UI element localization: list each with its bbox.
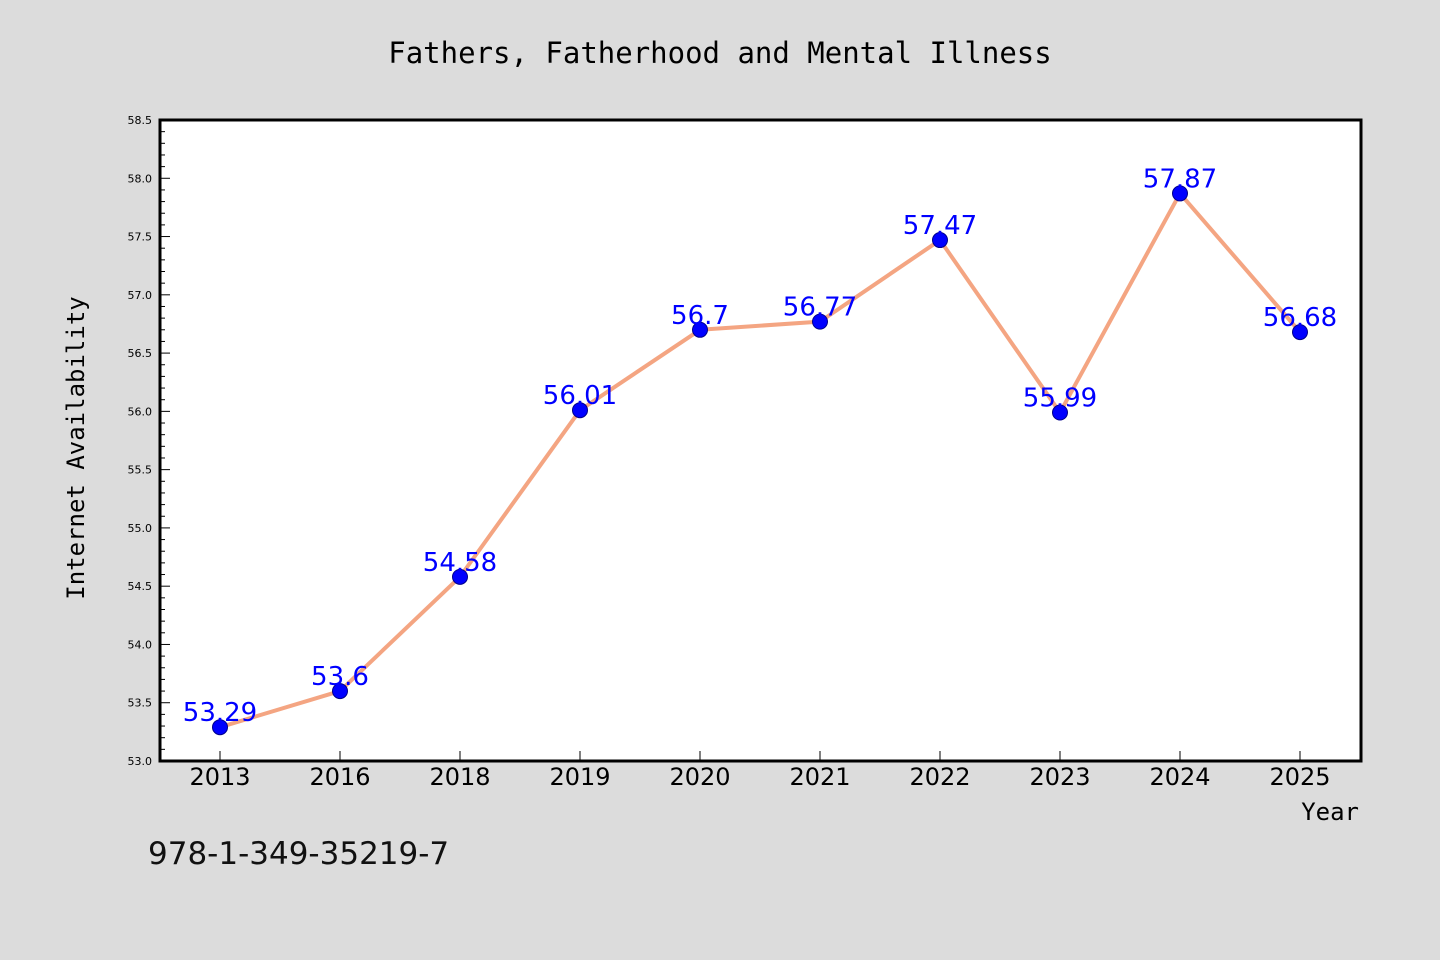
- y-axis-ticks: 53.0 53.5 54.0 54.5 55.0 55.5 56.0 56.5 57.0 57.5…: [128, 114, 170, 768]
- data-point: [1052, 404, 1068, 421]
- data-point: [452, 568, 468, 585]
- x-tick-label: 2023: [1029, 763, 1090, 791]
- series-line: [219, 191, 1302, 730]
- data-point: [572, 402, 588, 419]
- x-tick-label: 2016: [309, 763, 370, 791]
- plot-frame: [158, 118, 1363, 763]
- y-tick-label: 56.0: [128, 405, 153, 418]
- x-axis-label: Year: [1301, 798, 1359, 826]
- x-tick-label: 2019: [549, 763, 610, 791]
- y-tick-label: 56.5: [128, 347, 153, 360]
- data-point: [332, 683, 348, 700]
- isbn-annotation: 978-1-349-35219-7: [148, 836, 449, 872]
- y-tick-label: 58.5: [128, 114, 153, 127]
- x-tick-label: 2025: [1269, 763, 1330, 791]
- data-point: [932, 232, 948, 249]
- y-tick-label: 53.0: [128, 755, 153, 768]
- y-axis-label: Internet Availability: [62, 296, 90, 599]
- data-label: 57.87: [1143, 164, 1217, 194]
- x-axis-ticks: 2013 2016 2018 2019 2020 2021 2022 2023 2024 2025: [189, 751, 1331, 791]
- data-point: [812, 313, 828, 330]
- data-labels: 53.29 53.6 54.58 56.01 56.7 56.77 57.47 55.99 57…: [183, 164, 1337, 728]
- y-tick-label: 55.0: [128, 522, 153, 535]
- data-label: 56.7: [671, 301, 729, 331]
- data-label: 56.77: [783, 293, 857, 323]
- x-tick-label: 2018: [429, 763, 490, 791]
- y-tick-label: 53.5: [128, 697, 153, 710]
- data-series: [212, 185, 1308, 736]
- data-point: [1292, 324, 1308, 341]
- x-tick-label: 2021: [789, 763, 850, 791]
- y-tick-label: 58.0: [128, 172, 153, 185]
- x-tick-label: 2022: [909, 763, 970, 791]
- data-point: [692, 321, 708, 338]
- y-tick-label: 54.0: [128, 638, 153, 651]
- y-tick-label: 57.0: [128, 289, 153, 302]
- data-label: 54.58: [423, 548, 497, 578]
- data-label: 56.01: [543, 381, 617, 411]
- y-tick-label: 54.5: [128, 580, 153, 593]
- data-point: [1172, 185, 1188, 202]
- data-label: 53.29: [183, 698, 257, 728]
- x-tick-label: 2013: [189, 763, 250, 791]
- y-tick-label: 57.5: [128, 231, 153, 244]
- x-tick-label: 2024: [1149, 763, 1210, 791]
- data-label: 57.47: [903, 211, 977, 241]
- chart-title: Fathers, Fatherhood and Mental Illness: [388, 36, 1051, 70]
- y-tick-label: 55.5: [128, 464, 153, 477]
- data-label: 55.99: [1023, 384, 1097, 414]
- x-tick-label: 2020: [669, 763, 730, 791]
- data-label: 56.68: [1263, 303, 1337, 333]
- data-label: 53.6: [311, 662, 369, 692]
- data-point: [212, 719, 228, 736]
